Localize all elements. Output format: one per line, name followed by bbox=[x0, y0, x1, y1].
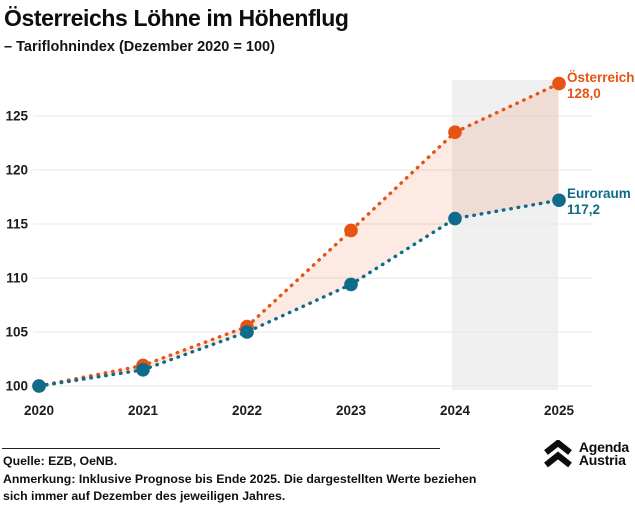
x-tick-label: 2020 bbox=[24, 403, 54, 418]
series-name: Euroraum bbox=[567, 186, 631, 202]
area-between-series bbox=[39, 83, 559, 386]
logo-text: Agenda Austria bbox=[578, 438, 629, 468]
data-point bbox=[240, 325, 254, 339]
x-tick-label: 2022 bbox=[232, 403, 262, 418]
series-end-value: 117,2 bbox=[567, 202, 601, 218]
x-tick-label: 2025 bbox=[544, 403, 575, 418]
agenda-austria-logo: Agenda Austria bbox=[543, 440, 629, 468]
data-point bbox=[552, 193, 566, 208]
y-tick-label: 105 bbox=[5, 325, 28, 340]
data-point bbox=[552, 76, 566, 91]
x-tick-label: 2023 bbox=[336, 403, 367, 418]
series-end-value: 128,0 bbox=[567, 85, 601, 101]
y-tick-label: 100 bbox=[5, 379, 28, 394]
data-point bbox=[136, 363, 150, 377]
x-tick-label: 2024 bbox=[440, 403, 471, 418]
forecast-band bbox=[452, 80, 558, 390]
series-line bbox=[37, 81, 561, 388]
data-point bbox=[448, 125, 462, 139]
series-name: Österreich bbox=[567, 69, 635, 85]
double-chevron-up-icon bbox=[543, 440, 572, 468]
x-axis: 2020 2021 2022 2023 2024 2025 bbox=[24, 403, 575, 418]
y-axis: 100 105 110 115 120 125 bbox=[5, 109, 592, 394]
chart-subtitle: – Tariflohnindex (Dezember 2020 = 100) bbox=[4, 39, 275, 55]
y-tick-label: 120 bbox=[5, 163, 28, 178]
data-point bbox=[344, 223, 358, 238]
series-label-oesterreich: Österreich 128,0 bbox=[567, 70, 635, 102]
y-tick-label: 110 bbox=[6, 271, 28, 286]
data-point bbox=[32, 379, 46, 393]
page-title: Österreichs Löhne im Höhenflug bbox=[4, 5, 349, 31]
note-text: Anmerkung: Inklusive Prognose bis Ende 2… bbox=[3, 472, 477, 503]
y-tick-label: 115 bbox=[6, 217, 28, 232]
y-tick-label: 125 bbox=[5, 109, 28, 124]
series-line bbox=[37, 198, 561, 388]
data-point bbox=[448, 211, 462, 226]
series-label-euroraum: Euroraum 117,2 bbox=[567, 186, 631, 218]
series-euroraum bbox=[32, 193, 566, 393]
footer-divider bbox=[2, 448, 440, 449]
source-text: Quelle: EZB, OeNB. bbox=[3, 454, 118, 468]
data-point bbox=[344, 277, 358, 292]
x-tick-label: 2021 bbox=[128, 403, 159, 418]
